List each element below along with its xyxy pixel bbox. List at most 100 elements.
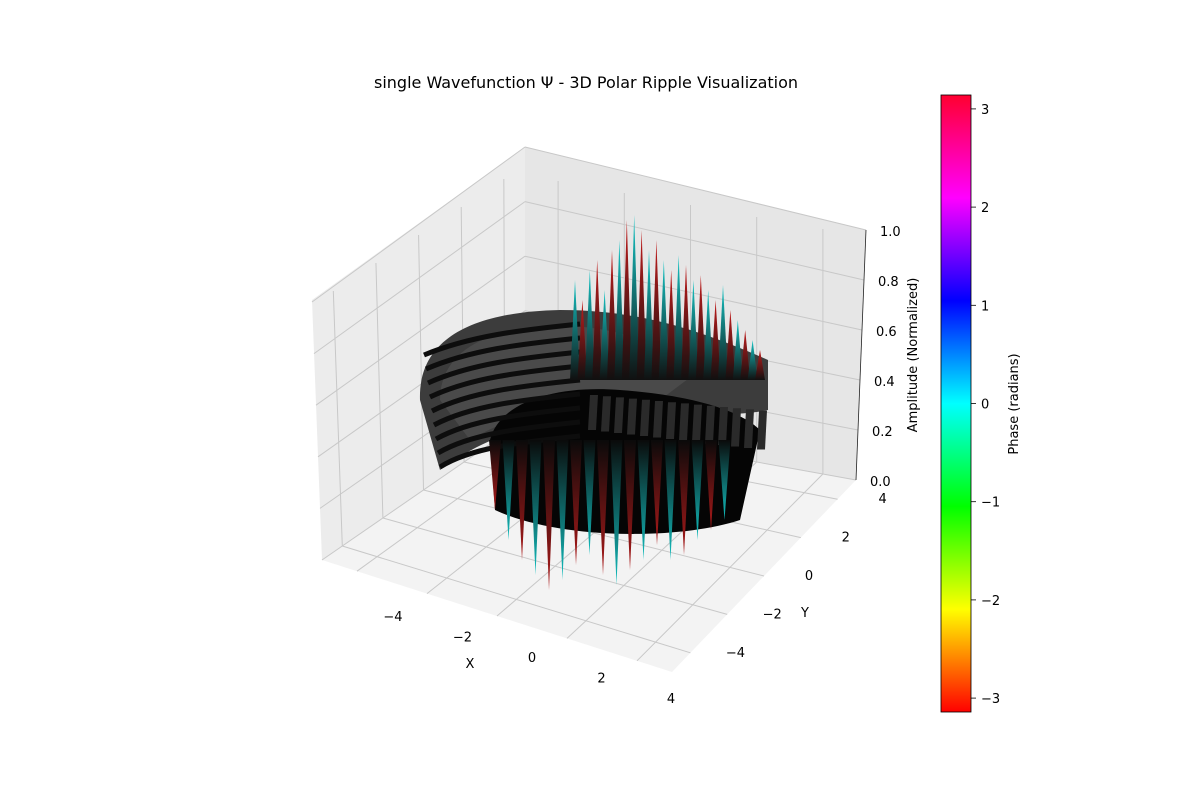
surface-spike-down	[583, 440, 596, 555]
colorbar-tick-label: 0	[981, 398, 989, 413]
surface-ridge	[423, 321, 581, 358]
z-tick-label: 0.2	[872, 425, 893, 440]
surface-spike-down	[543, 440, 555, 590]
y-tick-label: 0	[805, 569, 813, 584]
surface-spikes-upper	[570, 215, 765, 380]
surface-spike-down	[637, 440, 650, 560]
y-gridline	[342, 545, 691, 654]
surface-ridges	[423, 321, 767, 470]
surface-spike-up	[636, 230, 647, 380]
colorbar: −3 −2 −1 0 1 2 3 Phase (radians)	[940, 94, 1022, 713]
x-axis-label: X	[466, 657, 475, 672]
surface-spike-up	[747, 340, 758, 380]
colorbar-tick-label: 2	[981, 201, 989, 216]
y-gridline-wall	[332, 290, 343, 547]
x-tick-label: 4	[667, 692, 675, 707]
x-tick-label: 0	[528, 651, 536, 666]
surface-ridge-tooth	[653, 401, 663, 438]
colorbar-tick-label: −1	[981, 496, 1000, 511]
surface-spike-up	[570, 280, 580, 380]
surface-spike-up	[658, 260, 669, 380]
surface-spike-up	[629, 215, 640, 380]
surface-spike-up	[755, 350, 765, 380]
surface-spike-up	[584, 270, 595, 380]
chart-title: single Wavefunction Ψ - 3D Polar Ripple …	[374, 73, 798, 92]
back-left-pane	[312, 147, 525, 560]
tick-labels: −4 −2 0 2 4 −4 −2 0 2 4 0.0 0.2 0.4 0.6 0.8 1.0	[383, 225, 900, 707]
surface-spike-up	[725, 310, 736, 380]
z-gridline-right	[524, 201, 865, 281]
surface-ridge	[434, 405, 581, 442]
colorbar-label: Phase (radians)	[1007, 353, 1022, 454]
y-tick-label: 4	[878, 492, 886, 507]
surface-ridge-tooth	[731, 408, 741, 447]
surface-ridge-tooth	[692, 404, 702, 442]
x-tick-label: −4	[383, 610, 402, 625]
surface-spike-down	[529, 440, 542, 575]
colorbar-gradient	[940, 94, 972, 713]
surface-spike-up	[695, 275, 706, 380]
surface-spike-up	[681, 265, 691, 380]
z-axis-line	[855, 229, 867, 481]
surface-spike-down	[556, 440, 569, 580]
y-tick-label: −4	[726, 646, 745, 661]
surface-ridge-tooth	[757, 410, 767, 450]
surface-spike-down	[624, 440, 636, 570]
colorbar-tick-label: 1	[981, 299, 989, 314]
surface-spike-down	[664, 440, 677, 560]
y-tick-label: 2	[842, 531, 850, 546]
y-axis-label: Y	[800, 606, 809, 621]
surface-ridge-tooth	[640, 399, 650, 436]
surface-ridge-tooth	[627, 398, 637, 435]
surface-ridge-tooth	[588, 395, 598, 430]
surface-ridge	[430, 377, 581, 414]
surface-ridge-tooth	[666, 402, 676, 439]
surface-spike-up	[614, 240, 625, 380]
surface-ridge	[426, 349, 581, 386]
surface-spike-down	[516, 440, 528, 560]
colorbar-tick-label: −3	[981, 692, 1000, 707]
surface-spike-up	[688, 280, 699, 380]
surface-spike-down	[691, 440, 704, 540]
surface-spike-up	[666, 270, 677, 380]
surface-spike-up	[592, 260, 603, 380]
surface-ridge	[428, 363, 581, 400]
surface-spike-up	[732, 320, 743, 380]
surface-spike-up	[718, 285, 728, 380]
surface-ridge	[432, 391, 581, 428]
surface-spike-down	[610, 440, 623, 585]
y-gridline	[382, 517, 728, 615]
y-tick-label: −2	[763, 607, 782, 622]
colorbar-tick-label: 3	[981, 103, 989, 118]
surface-spike-down	[705, 440, 717, 530]
surface-spike-up	[703, 290, 714, 380]
z-gridline-left	[315, 255, 526, 406]
surface-spike-up	[644, 250, 654, 380]
surface-spike-down	[718, 440, 731, 520]
z-tick-label: 1.0	[880, 225, 901, 240]
z-tick-label: 0.6	[876, 325, 897, 340]
surface-ridge	[425, 335, 581, 372]
surface-spike-up	[710, 300, 721, 380]
surface-ridge	[436, 419, 581, 456]
surface-ridge-tooth	[744, 409, 754, 448]
colorbar-ticks: −3 −2 −1 0 1 2 3	[971, 103, 1000, 707]
surface-spike-down	[651, 440, 663, 545]
surface-spike-up	[673, 255, 684, 380]
z-gridline-left	[313, 201, 526, 355]
surface-spike-up	[621, 220, 632, 380]
surface-ridge-tooth	[718, 407, 728, 445]
surface-spike-down	[597, 440, 609, 575]
z-gridline-left	[311, 146, 526, 303]
surface-spike-down	[678, 440, 690, 555]
surface-spike-up	[651, 240, 662, 380]
y-gridline-wall	[375, 262, 384, 519]
z-gridline-right	[524, 146, 867, 231]
surface-ridge-tooth	[679, 403, 689, 441]
y-gridline	[423, 489, 765, 577]
surface-spike-up	[607, 250, 617, 380]
surface-spike-up	[740, 330, 751, 380]
z-tick-label: 0.0	[870, 475, 891, 490]
surface-spike-up	[599, 290, 610, 380]
